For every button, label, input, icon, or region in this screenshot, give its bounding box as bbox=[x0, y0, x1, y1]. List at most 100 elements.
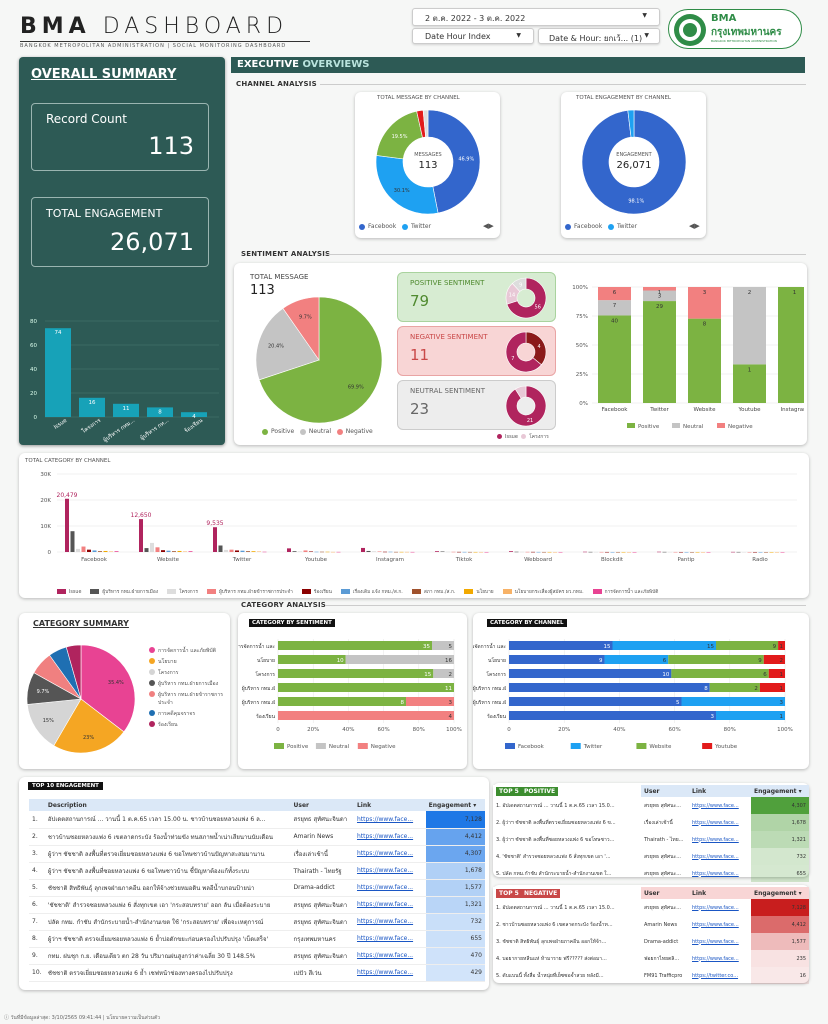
ring1-slice bbox=[506, 277, 547, 319]
category-bar bbox=[410, 551, 415, 553]
link-cell[interactable]: https://www.face... bbox=[356, 901, 414, 908]
x-tick-label: Webboard bbox=[524, 557, 552, 563]
bar-value: 6 bbox=[663, 658, 667, 664]
table-row[interactable]: 2. ผู้ว่าฯ ชัชชาติ ลงพื้นที่ตรวจเยี่ยมซอ… bbox=[493, 814, 809, 831]
category-bar bbox=[336, 551, 341, 553]
category-bar bbox=[435, 551, 439, 552]
category-count-bar-chart: 80 60 40 20 0 74 Issue 16 โครงการ 11 ผู้บริหาร กทม… bbox=[30, 319, 219, 444]
category-bar bbox=[514, 551, 519, 553]
table-row[interactable]: 5. ปลัด กทม.กำชับ สำนักระบายน้ำ-สำนักงาน… bbox=[493, 865, 809, 882]
table-row[interactable]: 8. ผู้ว่าฯ ชัชชาติ ตรวจเยี่ยมซอยหลวงแพ่ง … bbox=[29, 930, 485, 947]
stacked-bar-segment bbox=[688, 287, 721, 319]
link-cell[interactable]: https://www.face... bbox=[356, 850, 414, 857]
x-tick-label: 0 bbox=[507, 727, 511, 733]
negative-ring-chart: 47 bbox=[505, 331, 547, 373]
table-row[interactable]: 3. ชัชชาติ สิทธิพันธุ์ ลุกเพจฝ่ายภาคอีน … bbox=[493, 933, 809, 950]
link-cell[interactable]: https://www.face... bbox=[356, 969, 414, 976]
bar-value: 3 bbox=[449, 700, 453, 706]
link-cell[interactable]: https://www.face... bbox=[692, 819, 739, 826]
x-tick-label: 40% bbox=[342, 727, 354, 733]
category-bar bbox=[605, 551, 609, 553]
table-row[interactable]: 5. ชัชชาติ สิทธิพันธุ์ ลุกเพจฝ่ายภาคอีน อ… bbox=[29, 879, 485, 896]
link-cell[interactable]: https://twitter.co... bbox=[692, 972, 739, 979]
engagement-donut-slice bbox=[581, 109, 687, 215]
x-tick-label: ผู้บริหาร กท... bbox=[139, 417, 170, 442]
table-row[interactable]: 3. ผู้ว่าฯ ชัชชาติ ลงพื้นที่ซอยหลวงแพ่ง … bbox=[493, 831, 809, 848]
engagement-cell: 1,321 bbox=[751, 831, 809, 848]
table-row[interactable]: 2. ชาวบ้านซอยหลวงแพ่ง 6 เขตลาดกระบัง ร้อง… bbox=[29, 828, 485, 845]
legend-label: Neutral bbox=[329, 744, 350, 750]
link-cell[interactable]: https://www.face... bbox=[692, 904, 739, 911]
table-row[interactable]: 10. ชัชชาติ ตรวจเยี่ยมซอยหลวงแพ่ง 6 ย้ำ เ… bbox=[29, 964, 485, 981]
bar-value: 15 bbox=[424, 672, 431, 678]
y-tick-label: การจัดการน้ำ และ bbox=[473, 641, 506, 650]
table-row[interactable]: 2. ชาวบ้านซอยหลวงแพ่ง 6 เขตลาดกระบัง ร้อ… bbox=[493, 916, 809, 933]
hbar-segment bbox=[759, 683, 785, 692]
category-bar bbox=[139, 519, 143, 552]
link-cell[interactable]: https://www.face... bbox=[692, 802, 739, 809]
link-cell[interactable]: https://www.face... bbox=[356, 815, 414, 823]
link-cell[interactable]: https://www.face... bbox=[356, 935, 414, 942]
link-cell[interactable]: https://www.face... bbox=[692, 938, 739, 945]
table-row[interactable]: 1. อัปเดตสถานการณ์ ... วานนี้ 1 ต.ค.65 เ… bbox=[493, 797, 809, 814]
table-row[interactable]: 4. 'ชัชชาติ' สำรวจซอยหลวงแพ่ง 6 สั่งทุกเ… bbox=[493, 848, 809, 865]
user-cell: FM91 Trafficpro bbox=[644, 972, 683, 979]
table-row[interactable]: 4. ผู้ว่าฯ ชัชชาติ ลงพื้นที่ซอยหลวงแพ่ง 6… bbox=[29, 862, 485, 879]
bar-value: 4 bbox=[192, 414, 196, 420]
description-cell: ผู้ว่าฯ ชัชชาติ ลงพื้นที่ซอยหลวงแพ่ง 6 ข… bbox=[47, 867, 249, 875]
category-bar bbox=[446, 551, 450, 553]
category-bar bbox=[109, 551, 113, 552]
link-cell[interactable]: https://www.face... bbox=[356, 918, 414, 925]
hbar-segment bbox=[681, 697, 785, 706]
link-cell[interactable]: https://www.face... bbox=[356, 867, 414, 874]
link-cell[interactable]: https://www.face... bbox=[692, 955, 739, 962]
stacked-bar-segment bbox=[643, 290, 676, 302]
link-cell[interactable]: https://www.face... bbox=[356, 952, 414, 959]
row-index: 3. bbox=[32, 850, 38, 857]
category-bar bbox=[690, 551, 694, 553]
stacked-bar-segment bbox=[598, 315, 631, 403]
hbar-segment bbox=[278, 669, 434, 678]
category-bar bbox=[736, 551, 741, 553]
engagement-cell: 4,412 bbox=[751, 916, 809, 933]
hbar-segment bbox=[509, 711, 716, 720]
column-header: Engagement ▾ bbox=[751, 785, 809, 797]
table-row[interactable]: 1. อัปเดตสถานการณ์ ... วานนี้ 1 ต.ค.65 เ… bbox=[493, 899, 809, 916]
table-row[interactable]: 1. อัปเดตสถานการณ์ ... วานนี้ 1 ต.ค.65 เว… bbox=[29, 811, 485, 828]
table-row[interactable]: 5. ดับแบนนี้ ทั้งสื่อ น้ำหนุ่ยที่เย็ซซอจ… bbox=[493, 967, 809, 984]
legend-swatch bbox=[627, 423, 635, 428]
date-range-picker[interactable]: 2 ต.ค. 2022 - 3 ต.ค. 2022 ▼ bbox=[412, 8, 660, 26]
link-cell[interactable]: https://www.face... bbox=[692, 853, 739, 860]
category-by-channel-bar-chart: 020%40%60%80%100%การจัดการน้ำ และ151591น… bbox=[473, 639, 793, 750]
category-bar bbox=[188, 551, 193, 552]
date-hour-index-dropdown[interactable]: Date Hour Index ▼ bbox=[412, 28, 534, 44]
engagement-cell: 655 bbox=[425, 930, 485, 947]
legend-pager[interactable]: ◀▶ bbox=[689, 222, 700, 230]
bar bbox=[113, 403, 139, 417]
link-cell[interactable]: https://www.face... bbox=[692, 836, 739, 843]
link-cell[interactable]: https://www.face... bbox=[692, 870, 739, 877]
description-cell: 'ชัชชาติ' สำรวจซอยหลวงแพ่ง 6 สั่งทุกเขต … bbox=[47, 901, 271, 909]
category-bar bbox=[325, 551, 330, 553]
table-row[interactable]: 6. 'ชัชชาติ' สำรวจซอยหลวงแพ่ง 6 สั่งทุกเข… bbox=[29, 896, 485, 913]
link-cell[interactable]: https://www.face... bbox=[692, 921, 739, 928]
table-row[interactable]: 9. กทม. ฝนชุก ก.ย. เดือนเดียว ตก 28 วัน ป… bbox=[29, 947, 485, 964]
category-summary-card: CATEGORY SUMMARY 35.4% 23% 15% 9.7% การจัดก… bbox=[19, 613, 230, 769]
category-bar bbox=[298, 551, 302, 552]
top5-negative-card: TOP 5 NEGATIVE User Link Engagement ▾ 1. อัป… bbox=[493, 885, 809, 984]
category-bar bbox=[657, 551, 661, 553]
user-cell: เรื่องเล่าเช้านี้ bbox=[293, 850, 329, 858]
table-row[interactable]: 7. ปลัด กทม. กำชับ สำนักระบายน้ำ-สำนักงาน… bbox=[29, 913, 485, 930]
table-row[interactable]: 4. บอยากายหลีนแห่ ห้ามาราย ฟรี????? ส่งต… bbox=[493, 950, 809, 967]
legend-pager[interactable]: ◀▶ bbox=[483, 222, 494, 230]
user-cell: Amarin News bbox=[293, 833, 334, 840]
engagement-cell: 1,321 bbox=[425, 896, 485, 913]
row-index: 1. bbox=[32, 815, 38, 823]
link-cell[interactable]: https://www.face... bbox=[356, 833, 414, 840]
link-cell[interactable]: https://www.face... bbox=[356, 884, 414, 891]
table-row[interactable]: 3. ผู้ว่าฯ ชัชชาติ ลงพื้นที่ตรวจเยี่ยมซอย… bbox=[29, 845, 485, 862]
stacked-bar-segment bbox=[643, 287, 676, 291]
x-tick-label: Twitter bbox=[649, 407, 669, 413]
date-hour-filter-dropdown[interactable]: Date & Hour: ยกเว้... (1) ▼ bbox=[538, 28, 660, 44]
